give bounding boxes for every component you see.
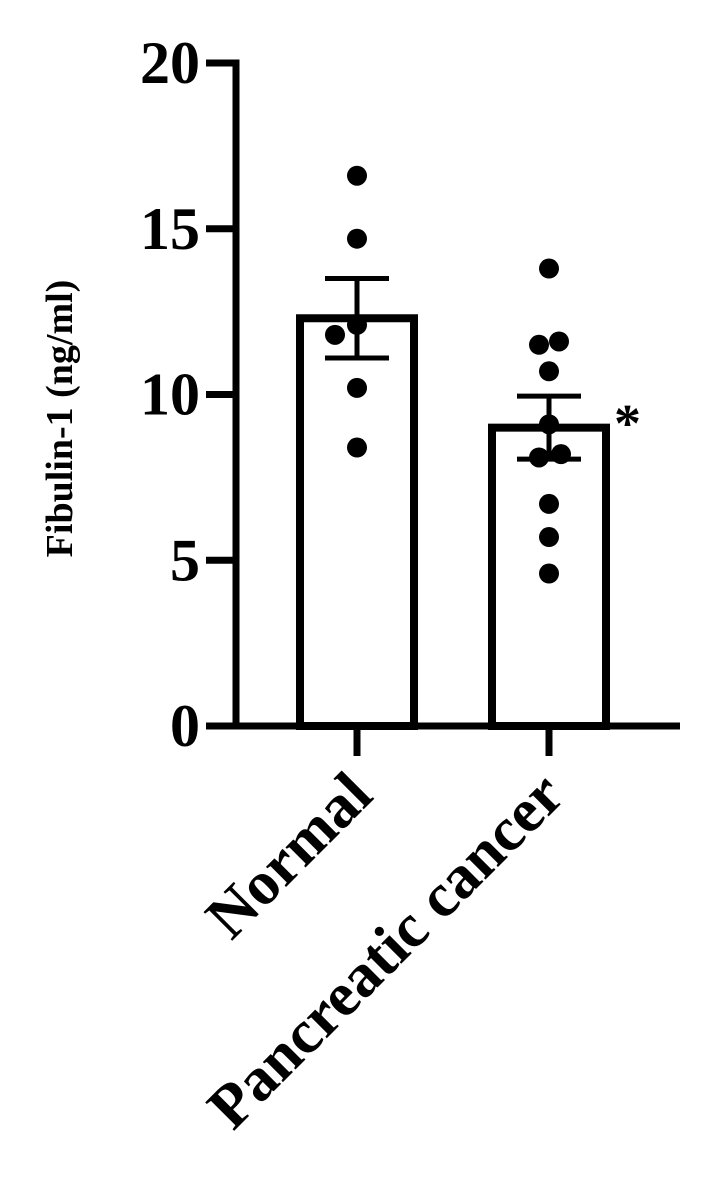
data-points — [325, 165, 571, 584]
bars — [296, 314, 610, 730]
data-point — [539, 414, 559, 435]
data-point — [529, 447, 549, 468]
y-tick-label: 20 — [140, 30, 200, 96]
data-point — [539, 361, 559, 382]
data-point — [347, 377, 367, 398]
data-point — [539, 527, 559, 548]
data-point — [539, 563, 559, 584]
y-tick-label: 5 — [170, 527, 200, 593]
data-point — [325, 324, 345, 345]
data-point — [539, 493, 559, 514]
y-tick-label: 10 — [140, 362, 200, 428]
data-point — [347, 314, 367, 335]
data-point — [347, 228, 367, 249]
x-tick-label: Normal — [193, 760, 385, 952]
y-axis-title: Fibulin-1 (ng/ml) — [39, 280, 81, 558]
x-tick-label: Pancreatic cancer — [195, 760, 577, 1142]
data-point — [347, 437, 367, 458]
data-point — [529, 334, 549, 355]
significance-marker: * — [614, 394, 641, 454]
data-point — [539, 258, 559, 279]
y-tick-label: 15 — [140, 196, 200, 262]
data-point — [551, 444, 571, 465]
data-point — [549, 331, 569, 352]
data-point — [347, 165, 367, 186]
y-tick-label: 0 — [170, 693, 200, 759]
